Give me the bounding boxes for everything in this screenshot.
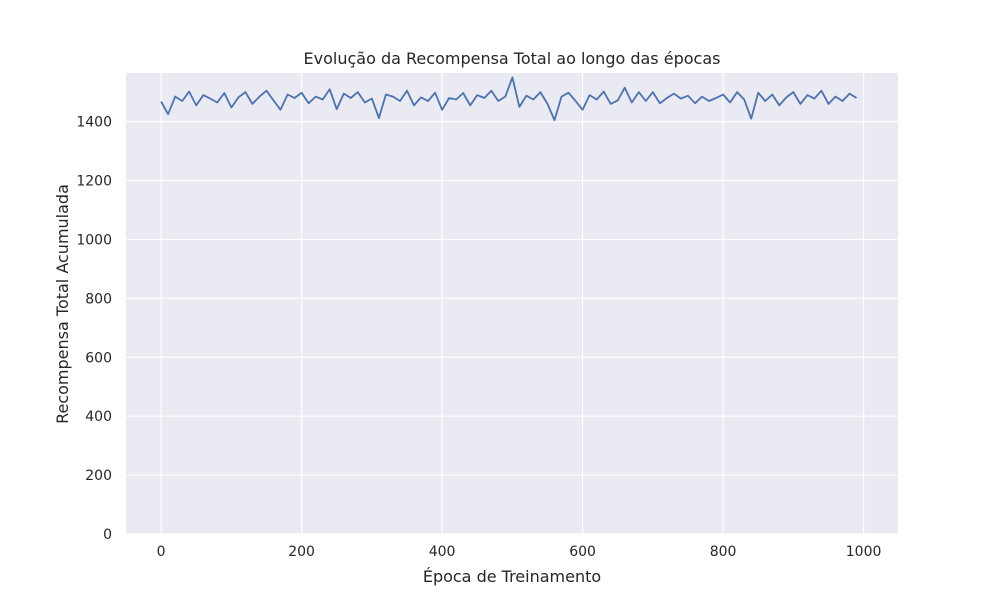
y-tick-label: 1000 [76,232,112,248]
x-axis-ticks: 0 200 400 600 800 1000 [157,544,882,560]
y-tick-label: 1400 [76,115,112,131]
plot-area [126,73,898,534]
x-tick-label: 200 [288,544,315,560]
y-tick-label: 400 [85,409,112,425]
y-tick-label: 200 [85,468,112,484]
chart-title: Evolução da Recompensa Total ao longo da… [304,49,721,68]
x-tick-label: 600 [569,544,596,560]
y-axis-ticks: 0 200 400 600 800 1000 1200 1400 [76,115,112,543]
y-tick-label: 0 [103,527,112,543]
x-tick-label: 400 [429,544,456,560]
y-tick-label: 800 [85,291,112,307]
y-tick-label: 600 [85,350,112,366]
x-tick-label: 1000 [846,544,882,560]
y-tick-label: 1200 [76,174,112,190]
x-axis-label: Época de Treinamento [423,567,601,586]
y-axis-label: Recompensa Total Acumulada [53,184,72,424]
x-tick-label: 800 [710,544,737,560]
x-tick-label: 0 [157,544,166,560]
